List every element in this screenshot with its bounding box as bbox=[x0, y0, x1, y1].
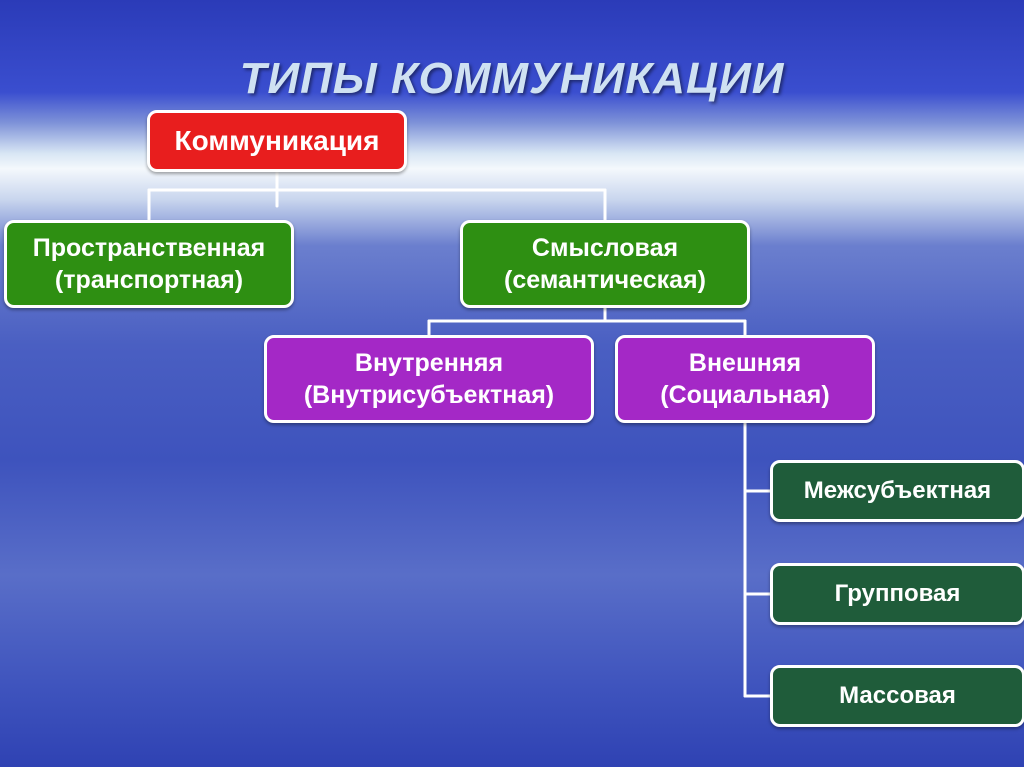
node-internal: Внутренняя (Внутрисубъектная) bbox=[264, 335, 594, 423]
node-external: Внешняя (Социальная) bbox=[615, 335, 875, 423]
node-root: Коммуникация bbox=[147, 110, 407, 172]
node-spatial: Пространственная (транспортная) bbox=[4, 220, 294, 308]
slide-stage: ТИПЫ КОММУНИКАЦИИ Коммуникация Пространс… bbox=[0, 0, 1024, 767]
slide-title: ТИПЫ КОММУНИКАЦИИ bbox=[0, 54, 1024, 104]
node-semantic: Смысловая (семантическая) bbox=[460, 220, 750, 308]
node-mass: Массовая bbox=[770, 665, 1024, 727]
node-intersubj: Межсубъектная bbox=[770, 460, 1024, 522]
node-group: Групповая bbox=[770, 563, 1024, 625]
